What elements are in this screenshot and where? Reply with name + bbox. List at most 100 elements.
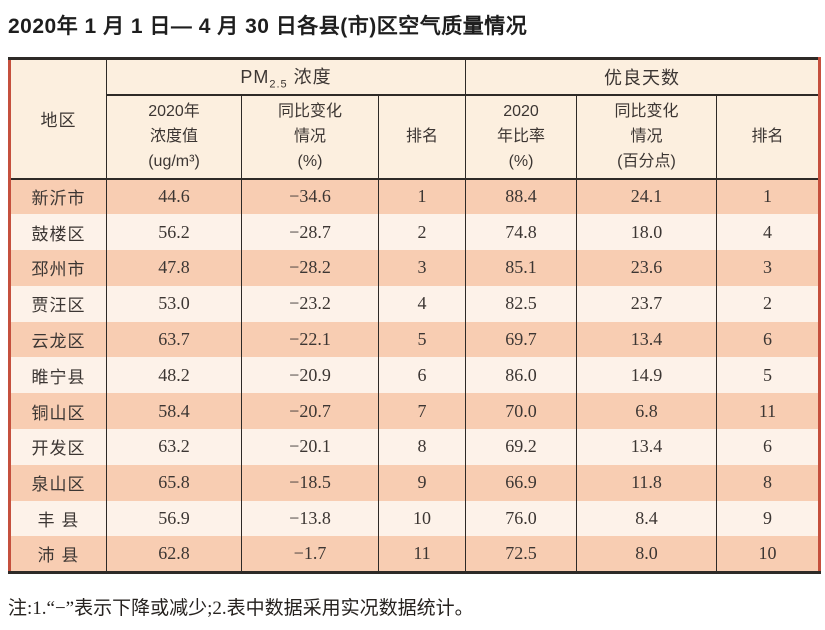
days-change-cell: 6.8 bbox=[576, 393, 718, 430]
days-change-cell: 13.4 bbox=[576, 429, 718, 465]
page-title: 2020年 1 月 1 日— 4 月 30 日各县(市)区空气质量情况 bbox=[8, 15, 528, 38]
region-cell: 开发区 bbox=[9, 429, 107, 465]
table-row: 鼓楼区 56.2 −28.7 2 74.8 18.0 4 bbox=[9, 214, 821, 251]
pm-change-cell: −28.2 bbox=[241, 250, 379, 286]
days-change-cell: 11.8 bbox=[576, 464, 718, 501]
table-row: 丰 县 56.9 −13.8 10 76.0 8.4 9 bbox=[9, 500, 821, 537]
table-row: 新沂市 44.6 −34.6 1 88.4 24.1 1 bbox=[9, 178, 821, 215]
pm-value-cell: 53.0 bbox=[106, 285, 242, 322]
days-rank-cell: 2 bbox=[716, 285, 821, 322]
table-body: 新沂市 44.6 −34.6 1 88.4 24.1 1 鼓楼区 56.2 −2… bbox=[9, 178, 821, 573]
pm-rank-cell: 5 bbox=[377, 321, 467, 358]
days-rank-cell: 9 bbox=[716, 500, 821, 537]
region-cell: 睢宁县 bbox=[9, 357, 107, 394]
days-ratio-cell: 76.0 bbox=[465, 500, 578, 537]
pm-change-cell: −18.5 bbox=[241, 464, 379, 501]
pm-value-cell: 63.2 bbox=[106, 429, 242, 465]
pm-value-cell: 62.8 bbox=[106, 536, 242, 573]
region-cell: 沛 县 bbox=[9, 536, 107, 573]
col-header-days-change: 同比变化 情况 (百分点) bbox=[576, 94, 718, 180]
region-cell: 泉山区 bbox=[9, 464, 107, 501]
days-change-cell: 24.1 bbox=[576, 178, 718, 215]
region-cell: 云龙区 bbox=[9, 321, 107, 358]
days-rank-cell: 8 bbox=[716, 464, 821, 501]
pm25-subscript: 2.5 bbox=[269, 78, 288, 91]
pm-change-cell: −20.1 bbox=[241, 429, 379, 465]
days-ratio-cell: 69.7 bbox=[465, 321, 578, 358]
col-header-pm-value: 2020年 浓度值 (ug/m³) bbox=[106, 94, 242, 180]
header-group-row: 地区 PM2.5 浓度 优良天数 bbox=[9, 58, 821, 180]
pm-rank-cell: 9 bbox=[377, 464, 467, 501]
days-change-cell: 13.4 bbox=[576, 321, 718, 358]
days-ratio-cell: 69.2 bbox=[465, 429, 578, 465]
col-header-days-ratio: 2020 年比率 (%) bbox=[465, 94, 578, 180]
region-cell: 铜山区 bbox=[9, 393, 107, 430]
days-ratio-cell: 74.8 bbox=[465, 214, 578, 251]
footnote: 注:1.“−”表示下降或减少;2.表中数据采用实况数据统计。 bbox=[8, 597, 474, 619]
table-row: 泉山区 65.8 −18.5 9 66.9 11.8 8 bbox=[9, 464, 821, 501]
days-rank-cell: 4 bbox=[716, 214, 821, 251]
table-row: 铜山区 58.4 −20.7 7 70.0 6.8 11 bbox=[9, 393, 821, 430]
pm-rank-cell: 2 bbox=[377, 214, 467, 251]
col-header-days-rank: 排名 bbox=[716, 94, 821, 180]
table-row: 邳州市 47.8 −28.2 3 85.1 23.6 3 bbox=[9, 250, 821, 286]
pm-change-cell: −22.1 bbox=[241, 321, 379, 358]
days-ratio-cell: 85.1 bbox=[465, 250, 578, 286]
days-change-cell: 18.0 bbox=[576, 214, 718, 251]
pm-rank-cell: 7 bbox=[377, 393, 467, 430]
region-cell: 新沂市 bbox=[9, 178, 107, 215]
days-rank-cell: 10 bbox=[716, 536, 821, 573]
days-rank-cell: 11 bbox=[716, 393, 821, 430]
pm-change-cell: −20.9 bbox=[241, 357, 379, 394]
pm-change-cell: −23.2 bbox=[241, 285, 379, 322]
table-row: 云龙区 63.7 −22.1 5 69.7 13.4 6 bbox=[9, 321, 821, 358]
col-header-region: 地区 bbox=[9, 58, 107, 180]
pm-value-cell: 44.6 bbox=[106, 178, 242, 215]
days-ratio-cell: 82.5 bbox=[465, 285, 578, 322]
days-ratio-cell: 70.0 bbox=[465, 393, 578, 430]
days-change-cell: 8.0 bbox=[576, 536, 718, 573]
days-ratio-cell: 66.9 bbox=[465, 464, 578, 501]
pm-change-cell: −34.6 bbox=[241, 178, 379, 215]
pm-rank-cell: 1 bbox=[377, 178, 467, 215]
pm-rank-cell: 6 bbox=[377, 357, 467, 394]
pm-value-cell: 58.4 bbox=[106, 393, 242, 430]
pm-value-cell: 63.7 bbox=[106, 321, 242, 358]
pm-change-cell: −28.7 bbox=[241, 214, 379, 251]
table-row: 开发区 63.2 −20.1 8 69.2 13.4 6 bbox=[9, 429, 821, 465]
pm-change-cell: −20.7 bbox=[241, 393, 379, 430]
pm-rank-cell: 4 bbox=[377, 285, 467, 322]
days-rank-cell: 6 bbox=[716, 321, 821, 358]
region-cell: 鼓楼区 bbox=[9, 214, 107, 251]
air-quality-table: 地区 PM2.5 浓度 优良天数 2020年 浓度值 (ug/m³) 同比变化 … bbox=[8, 57, 822, 574]
days-ratio-cell: 72.5 bbox=[465, 536, 578, 573]
col-group-good-days: 优良天数 bbox=[465, 58, 821, 96]
days-change-cell: 23.7 bbox=[576, 285, 718, 322]
days-rank-cell: 5 bbox=[716, 357, 821, 394]
days-ratio-cell: 88.4 bbox=[465, 178, 578, 215]
pm25-base: PM bbox=[240, 66, 270, 87]
header-sub-row: 2020年 浓度值 (ug/m³) 同比变化 情况 (%) 排名 2020 年比… bbox=[10, 94, 821, 180]
col-header-pm-rank: 排名 bbox=[377, 94, 467, 180]
pm25-rest: 浓度 bbox=[287, 66, 332, 87]
pm-value-cell: 56.9 bbox=[106, 500, 242, 537]
pm-rank-cell: 3 bbox=[377, 250, 467, 286]
days-ratio-cell: 86.0 bbox=[465, 357, 578, 394]
pm-change-cell: −13.8 bbox=[241, 500, 379, 537]
pm-value-cell: 65.8 bbox=[106, 464, 242, 501]
days-change-cell: 23.6 bbox=[576, 250, 718, 286]
pm-rank-cell: 10 bbox=[377, 500, 467, 537]
table-row: 沛 县 62.8 −1.7 11 72.5 8.0 10 bbox=[9, 536, 821, 573]
pm-value-cell: 48.2 bbox=[106, 357, 242, 394]
days-change-cell: 8.4 bbox=[576, 500, 718, 537]
region-cell: 贾汪区 bbox=[9, 285, 107, 322]
days-change-cell: 14.9 bbox=[576, 357, 718, 394]
region-cell: 丰 县 bbox=[9, 500, 107, 537]
col-header-pm-change: 同比变化 情况 (%) bbox=[241, 94, 379, 180]
table-row: 睢宁县 48.2 −20.9 6 86.0 14.9 5 bbox=[9, 357, 821, 394]
table-row: 贾汪区 53.0 −23.2 4 82.5 23.7 2 bbox=[9, 285, 821, 322]
pm-value-cell: 47.8 bbox=[106, 250, 242, 286]
col-group-pm25: PM2.5 浓度 bbox=[105, 58, 467, 96]
pm-rank-cell: 11 bbox=[377, 536, 467, 573]
days-rank-cell: 1 bbox=[716, 178, 821, 215]
